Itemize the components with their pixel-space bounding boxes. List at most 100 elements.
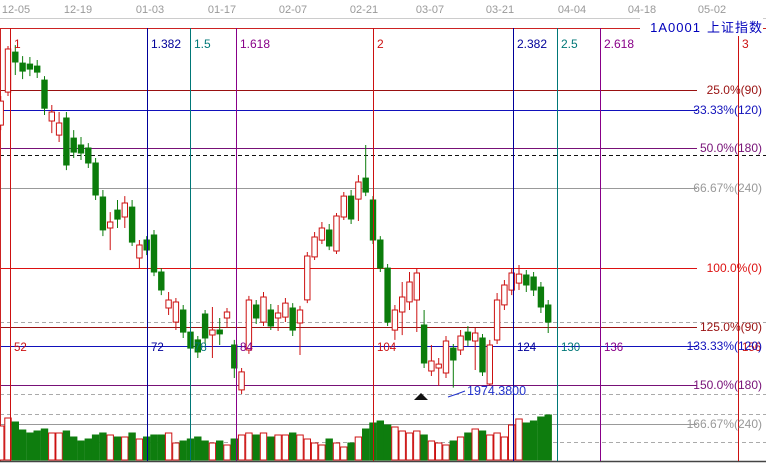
volume-bar bbox=[537, 416, 545, 461]
volume-bar bbox=[508, 424, 516, 461]
gann-level-label: 125.0%(90) bbox=[700, 320, 762, 334]
candle-body bbox=[501, 284, 508, 306]
volume-bar bbox=[91, 434, 100, 461]
volume-bar bbox=[398, 430, 406, 461]
volume-bar bbox=[449, 440, 458, 461]
candle bbox=[442, 336, 450, 378]
candle bbox=[201, 310, 209, 344]
candle-body bbox=[486, 344, 494, 385]
volume-bar bbox=[354, 436, 363, 461]
candle bbox=[48, 105, 55, 134]
volume-bar bbox=[157, 434, 166, 461]
volume-bar bbox=[274, 434, 282, 461]
symbol-code: 1A0001 bbox=[650, 20, 701, 35]
volume-bar bbox=[208, 442, 217, 461]
candle-body bbox=[121, 202, 128, 218]
volume-bar bbox=[471, 428, 479, 461]
candle bbox=[399, 282, 406, 336]
volume-bar bbox=[201, 440, 209, 461]
volume-bar bbox=[310, 442, 319, 461]
candle-body bbox=[340, 195, 348, 218]
candle-body bbox=[318, 227, 326, 241]
volume-bar bbox=[391, 426, 399, 461]
candle-body bbox=[479, 337, 486, 373]
candle bbox=[267, 304, 275, 330]
volume-bar bbox=[522, 422, 530, 461]
candle-body bbox=[216, 329, 223, 335]
candle-body bbox=[326, 229, 333, 247]
candle-body bbox=[34, 65, 41, 73]
candle-body bbox=[99, 196, 107, 231]
candle bbox=[326, 224, 333, 251]
candle-body bbox=[0, 100, 4, 126]
fib-daycount-label: 78 bbox=[194, 342, 207, 354]
volume-bar bbox=[544, 414, 552, 461]
candle-body bbox=[530, 276, 537, 291]
candle-body bbox=[362, 177, 369, 193]
candle bbox=[377, 236, 384, 272]
volume-bar bbox=[26, 432, 34, 461]
volume-bar bbox=[362, 428, 370, 461]
volume-bar bbox=[194, 436, 202, 461]
candle-body bbox=[384, 267, 391, 323]
candle bbox=[85, 143, 92, 168]
candle-body bbox=[391, 309, 399, 331]
fib-daycount-label: 136 bbox=[604, 342, 623, 354]
fib-daycount-label: 130 bbox=[561, 342, 580, 354]
candle bbox=[55, 112, 63, 142]
volume-bar bbox=[332, 442, 341, 461]
candle-body bbox=[267, 309, 275, 327]
volume-bar bbox=[77, 440, 85, 461]
candle bbox=[508, 268, 515, 296]
volume-bar bbox=[325, 438, 333, 461]
candle bbox=[274, 305, 282, 331]
candle bbox=[333, 213, 340, 254]
candle-body bbox=[377, 239, 384, 269]
volume-bar bbox=[121, 436, 129, 461]
candle bbox=[158, 268, 165, 296]
candle-body bbox=[399, 296, 406, 313]
volume-bar bbox=[267, 436, 275, 461]
candle-body bbox=[128, 206, 136, 243]
volume-bar bbox=[150, 434, 158, 461]
candle bbox=[355, 175, 362, 221]
candle-body bbox=[158, 271, 165, 291]
date-axis-label: 03-21 bbox=[486, 4, 514, 16]
candle-body bbox=[107, 221, 114, 229]
volume-bar bbox=[143, 436, 151, 461]
volume-bar bbox=[413, 430, 421, 461]
candle-body bbox=[172, 301, 180, 323]
gann-level-label: 33.33%(120) bbox=[693, 103, 762, 117]
candle bbox=[493, 293, 501, 344]
candle bbox=[420, 310, 428, 368]
volume-bar bbox=[493, 432, 501, 461]
candle bbox=[311, 232, 318, 260]
gann-level-label: 50.0%(180) bbox=[700, 141, 762, 155]
candle bbox=[41, 76, 48, 115]
fib-daycount-label: 84 bbox=[240, 342, 253, 354]
candle bbox=[479, 334, 486, 376]
candle-body bbox=[77, 144, 85, 154]
candle bbox=[0, 96, 4, 131]
low-marker-triangle-icon bbox=[414, 393, 428, 400]
fib-ratio-label: 1.382 bbox=[151, 37, 181, 51]
candle-body bbox=[260, 296, 267, 323]
candle bbox=[19, 56, 26, 80]
date-axis-label: 04-18 bbox=[628, 4, 656, 16]
candle bbox=[194, 336, 202, 358]
candle bbox=[63, 112, 70, 171]
candle bbox=[296, 305, 304, 355]
fib-ratio-label: 1.618 bbox=[240, 37, 270, 51]
volume-bar bbox=[303, 438, 312, 461]
candle-body bbox=[238, 371, 245, 391]
symbol-name: 上证指数 bbox=[706, 20, 763, 35]
volume-bar bbox=[216, 440, 224, 461]
candle bbox=[530, 272, 537, 296]
candle bbox=[523, 270, 530, 292]
gann-level-label: 66.67%(240) bbox=[693, 181, 762, 195]
volume-bar bbox=[252, 434, 260, 461]
candle bbox=[12, 45, 19, 75]
candle-body bbox=[304, 255, 311, 301]
volume-bar bbox=[70, 436, 78, 461]
